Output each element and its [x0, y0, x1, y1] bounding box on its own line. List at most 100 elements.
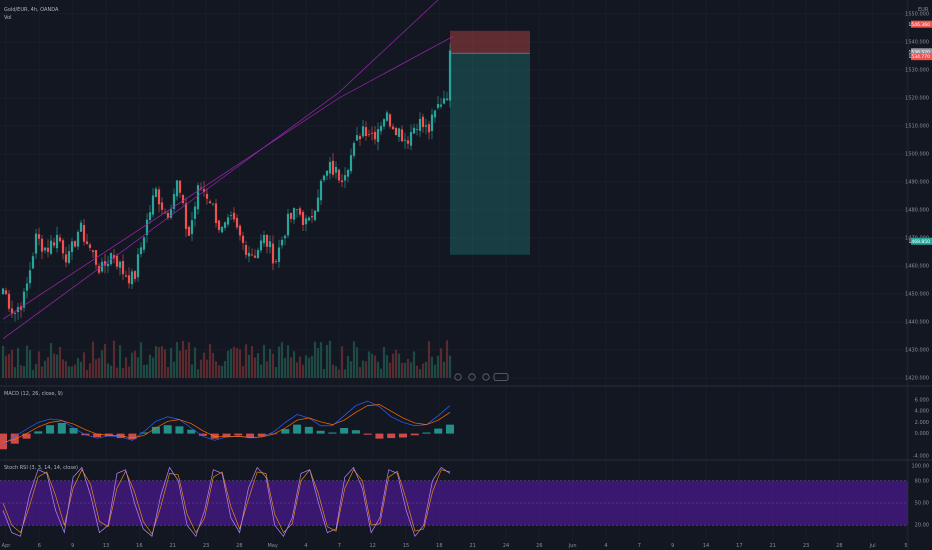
candle-body: [151, 195, 155, 215]
candle-body: [337, 169, 341, 181]
candle-body: [232, 212, 236, 220]
macd-histogram-bar: [151, 426, 160, 434]
candle-body: [76, 231, 80, 247]
candle-body: [268, 241, 272, 248]
volume-bar: [85, 369, 89, 378]
volume-bar: [73, 364, 77, 378]
volume-bar: [211, 352, 215, 378]
price-tag: [911, 48, 932, 56]
time-tick-label: May: [267, 543, 277, 549]
take-profit-zone: [450, 53, 530, 255]
channel-lines[interactable]: [2, 0, 454, 340]
volume-bar: [313, 341, 317, 378]
candle-body: [409, 132, 413, 146]
candle-body: [193, 206, 197, 219]
candle-body: [310, 216, 314, 218]
volume-bar: [172, 361, 176, 378]
candle-body: [364, 127, 368, 137]
price-tick-label: 1540.000: [905, 40, 929, 46]
macd-histogram-bar: [175, 426, 184, 434]
event-group-icon[interactable]: [493, 373, 509, 381]
candle-body: [37, 234, 41, 239]
volume-bar: [148, 354, 152, 378]
volume-bar: [364, 361, 368, 378]
candle-body: [166, 212, 170, 218]
macd-histogram-bar: [93, 433, 102, 437]
candle-body: [265, 234, 269, 247]
volume-bar: [310, 355, 314, 378]
candle-body: [139, 247, 143, 255]
event-icon[interactable]: [454, 373, 462, 381]
candle-body: [130, 271, 134, 285]
volume-bar: [37, 351, 41, 378]
candle-body: [169, 209, 173, 218]
volume-bar: [157, 347, 161, 378]
short-position-tool[interactable]: [450, 30, 530, 255]
macd-histogram-bar: [281, 429, 290, 434]
candle-body: [190, 220, 194, 234]
time-axis[interactable]: Apr 6 9 13 16 21 23 28 May 4 7 12 15 18 21 24 26 Jun 4 7 9 14…: [2, 543, 908, 549]
candle-body: [373, 131, 377, 140]
stoch-tick-label: 20.00: [915, 523, 929, 529]
volume-bar: [121, 367, 125, 378]
candle-body: [361, 126, 365, 137]
volume-bar: [421, 363, 425, 378]
candle-body: [22, 291, 26, 308]
volume-bar: [151, 357, 155, 378]
volume-bar: [427, 341, 431, 378]
candle-body: [289, 213, 293, 219]
volume-bar: [346, 355, 350, 378]
candle-body: [262, 235, 266, 244]
volume-bar: [352, 341, 356, 378]
volume-bar: [19, 365, 23, 378]
volume-bar: [145, 364, 149, 378]
candle-body: [100, 261, 104, 272]
volume-bar: [349, 361, 353, 378]
event-markers[interactable]: [454, 373, 509, 381]
price-tick-label: 1420.000: [905, 376, 929, 382]
volume-label: Vol: [4, 15, 11, 21]
volume-bar: [400, 362, 404, 378]
time-tick-label: Jul: [869, 543, 876, 549]
candle-body: [34, 233, 38, 254]
time-tick-label: 9: [71, 543, 74, 549]
candle-body: [376, 129, 380, 142]
candle-body: [295, 208, 299, 210]
volume-bar: [187, 342, 191, 378]
time-tick-label: 23: [803, 543, 809, 549]
candle-body: [142, 237, 146, 250]
macd-histogram-bar: [140, 432, 149, 434]
candle-body: [97, 265, 101, 273]
time-tick-label: 28: [836, 543, 842, 549]
time-tick-label: 7: [638, 543, 641, 549]
macd-histogram-bar: [293, 424, 302, 434]
event-icon[interactable]: [482, 373, 490, 381]
candle-body: [412, 127, 416, 134]
macd-title: MACD (12, 26, close, 9): [4, 391, 63, 397]
candle-body: [403, 139, 407, 141]
event-icon[interactable]: [468, 373, 476, 381]
volume-bar: [64, 361, 68, 378]
volume-bar: [319, 342, 323, 378]
price-tick-label: 1500.000: [905, 152, 929, 158]
volume-bar: [112, 340, 116, 378]
time-tick-label: 15: [403, 543, 409, 549]
candle-body: [118, 261, 122, 268]
candle-body: [103, 261, 107, 266]
volume-bar: [391, 353, 395, 378]
stoch-rsi-title: Stoch RSI (3, 3, 14, 14, close): [4, 465, 78, 471]
candle-body: [379, 125, 383, 132]
volume-bar: [406, 358, 410, 378]
candle-body: [88, 244, 92, 248]
volume-bar: [412, 351, 416, 378]
price-axis[interactable]: 1420.000 1430.000 1440.000 1450.000 1460.000…: [905, 12, 929, 382]
macd-histogram-bar: [57, 422, 66, 434]
macd-histogram-bar: [375, 433, 384, 439]
volume-bar: [109, 365, 113, 378]
candle-body: [319, 180, 323, 201]
price-tick-label: 1510.000: [905, 124, 929, 130]
macd-tick-label: 4.000: [915, 409, 929, 415]
volume-bar: [136, 357, 140, 378]
